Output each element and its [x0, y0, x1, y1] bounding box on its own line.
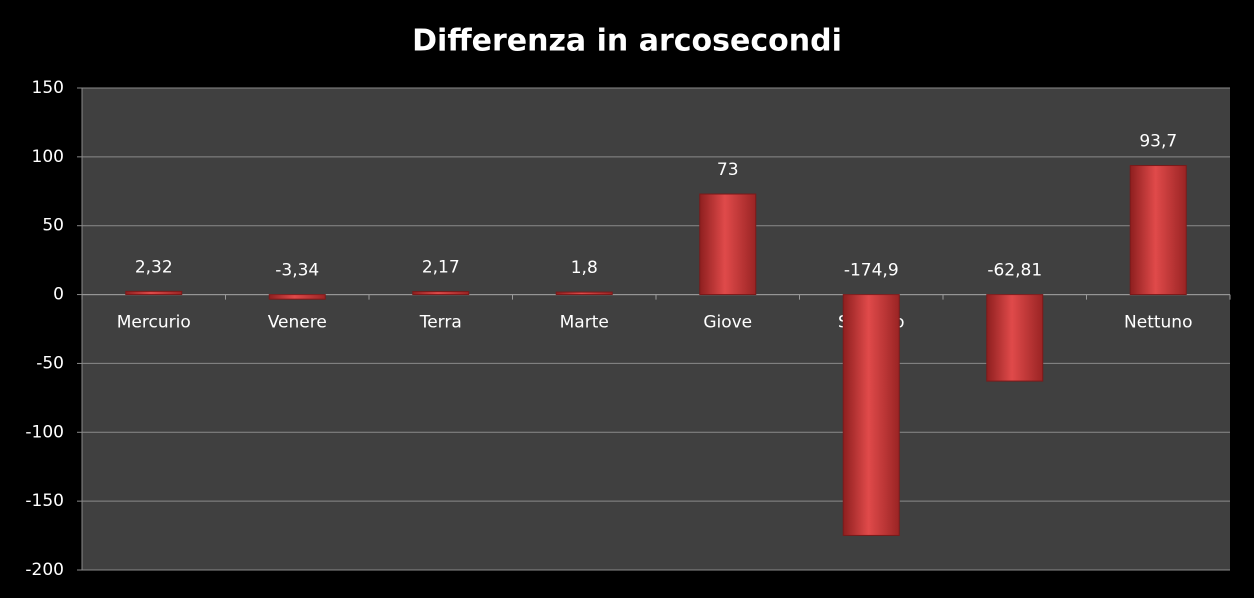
y-tick-label: -50	[36, 353, 64, 373]
y-tick-label: 50	[42, 216, 64, 236]
x-tick-label: Venere	[268, 313, 327, 333]
value-label: 93,7	[1139, 132, 1177, 152]
bar	[699, 193, 757, 296]
bar	[268, 294, 326, 300]
y-tick-label: 150	[32, 78, 64, 98]
y-tick-label: -150	[25, 491, 64, 511]
value-label: 2,32	[135, 257, 173, 277]
value-label: -174,9	[844, 261, 899, 281]
y-tick-label: -100	[25, 422, 64, 442]
value-label: 73	[717, 160, 739, 180]
x-tick-label: Terra	[419, 313, 462, 333]
y-tick-label: -200	[25, 560, 64, 580]
bar	[842, 294, 900, 536]
y-tick-label: 100	[32, 147, 64, 167]
chart-title: Differenza in arcosecondi	[412, 24, 842, 59]
plot-area	[82, 88, 1230, 570]
value-label: -3,34	[275, 261, 319, 281]
bar	[412, 291, 470, 296]
value-label: -62,81	[987, 261, 1042, 281]
bar	[125, 290, 183, 296]
x-tick-label: Nettuno	[1124, 313, 1192, 333]
x-tick-label: Marte	[560, 313, 609, 333]
y-tick-label: 0	[53, 285, 64, 305]
x-tick-label: Mercurio	[117, 313, 191, 333]
x-tick-label: Giove	[703, 313, 752, 333]
value-label: 2,17	[422, 258, 460, 278]
bar	[555, 291, 613, 296]
value-label: 1,8	[571, 258, 598, 278]
bar	[986, 294, 1044, 382]
bar	[1129, 165, 1187, 296]
